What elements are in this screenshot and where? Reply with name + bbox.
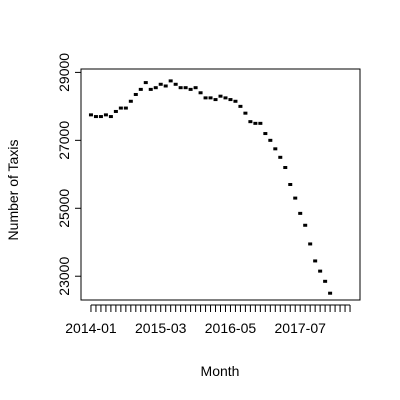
x-axis: 2014-01 2015-03 2016-05 2017-07 [65,304,351,336]
data-point [293,196,298,200]
data-point [118,106,123,110]
data-point [128,99,133,103]
data-point [198,91,203,95]
data-point [133,92,138,96]
data-point [248,120,253,124]
data-point [278,155,283,159]
data-point [283,166,288,170]
data-point [183,86,188,90]
y-axis-title: Number of Taxis [5,140,21,241]
data-point [193,86,198,90]
data-point [98,115,103,119]
y-axis: 23000 25000 27000 29000 [56,53,81,296]
data-point [243,111,248,115]
y-tick-label: 25000 [56,189,72,228]
data-point [153,86,158,90]
data-point [113,109,118,113]
x-tick-label: 2017-07 [275,320,327,336]
data-point [313,259,318,263]
data-point [223,96,228,100]
data-point [323,279,328,283]
data-point [263,132,268,136]
data-point [178,86,183,90]
data-point [258,121,263,125]
x-tick-label: 2016-05 [205,320,257,336]
data-point [148,87,153,91]
plot-frame [80,68,361,301]
data-point [138,87,143,91]
data-point [88,113,93,117]
data-point [253,121,258,125]
data-point [328,291,333,295]
data-point [308,242,313,246]
data-point [158,82,163,86]
x-tick-label: 2014-01 [65,320,117,336]
x-axis-title: Month [201,363,240,379]
data-point [93,115,98,119]
data-point [188,87,193,91]
data-point [318,269,323,273]
data-point [173,82,178,86]
y-tick-label: 27000 [56,121,72,160]
data-point [268,138,273,142]
data-point [228,98,233,102]
data-point [203,96,208,100]
data-point [108,115,113,119]
data-point [303,223,308,227]
data-points [88,79,333,295]
x-tick-label: 2015-03 [135,320,187,336]
data-point [103,113,108,117]
data-point [218,94,223,98]
data-point [143,81,148,85]
data-point [238,104,243,108]
data-point [163,84,168,88]
y-tick-label: 29000 [56,53,72,92]
y-tick-label: 23000 [56,257,72,296]
data-point [208,96,213,100]
data-point [233,99,238,103]
data-point [168,79,173,83]
data-point [298,211,303,215]
data-point [213,98,218,102]
data-point [123,106,128,110]
data-point [273,147,278,151]
data-point [288,183,293,186]
